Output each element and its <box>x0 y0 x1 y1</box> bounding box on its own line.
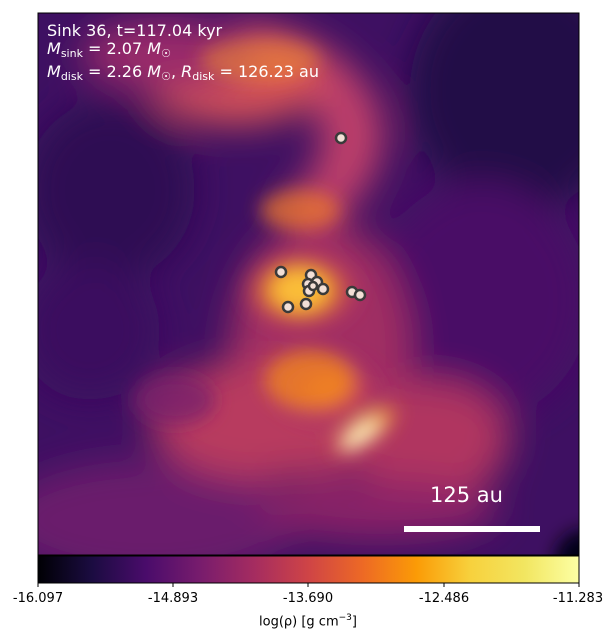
disk-radius-value: 126.23 <box>237 62 294 81</box>
sink-marker <box>274 265 288 279</box>
sink-marker <box>299 297 313 311</box>
colorbar-tick-label: -11.283 <box>552 591 604 606</box>
colorbar-label: log(ρ) [g cm−3] <box>259 613 357 629</box>
disk-mass-value: 2.26 <box>106 62 143 81</box>
colorbar-tick-label: -12.486 <box>418 591 470 606</box>
sink-marker <box>281 300 295 314</box>
sink-marker <box>307 280 319 292</box>
annotation-disk: Mdisk = 2.26 M☉, Rdisk = 126.23 au <box>47 62 319 84</box>
solar-subscript: ☉ <box>161 70 171 83</box>
annotation-sink-mass: Msink = 2.07 M☉ <box>47 39 171 61</box>
sink-mass-value: 2.07 <box>106 39 143 58</box>
colorbar-label-exponent: −3 <box>338 613 352 623</box>
solar-mass-unit: M <box>147 39 162 58</box>
density-image <box>38 13 579 555</box>
scale-bar-label: 125 au <box>430 483 503 507</box>
sink-marker <box>353 288 367 302</box>
colorbar <box>37 555 580 584</box>
radius-symbol: R <box>181 62 193 81</box>
colorbar-tick-label: -16.097 <box>12 591 64 606</box>
colorbar-tick-label: -13.690 <box>282 591 334 606</box>
colorbar-ticks <box>37 583 580 587</box>
au-unit: au <box>299 62 319 81</box>
colorbar-label-text: log(ρ) [g cm <box>259 614 339 630</box>
colorbar-tick-label: -14.893 <box>147 591 199 606</box>
plot-frame <box>37 12 580 556</box>
mass-symbol: M <box>47 39 61 58</box>
sink-marker <box>334 131 348 145</box>
scale-bar <box>404 526 540 532</box>
sink-marker <box>316 282 330 296</box>
solar-subscript: ☉ <box>161 47 171 60</box>
disk-subscript: disk <box>192 70 215 83</box>
colorbar-label-close: ] <box>351 614 357 630</box>
mass-symbol: M <box>47 62 61 81</box>
sink-subscript: sink <box>60 47 83 60</box>
sink-particles <box>274 131 367 314</box>
disk-subscript: disk <box>60 70 83 83</box>
solar-mass-unit: M <box>147 62 162 81</box>
annotation-sink-time: Sink 36, t=117.04 kyr <box>47 21 223 40</box>
annotation-block: Sink 36, t=117.04 kyr Msink = 2.07 M☉ Md… <box>47 22 319 86</box>
